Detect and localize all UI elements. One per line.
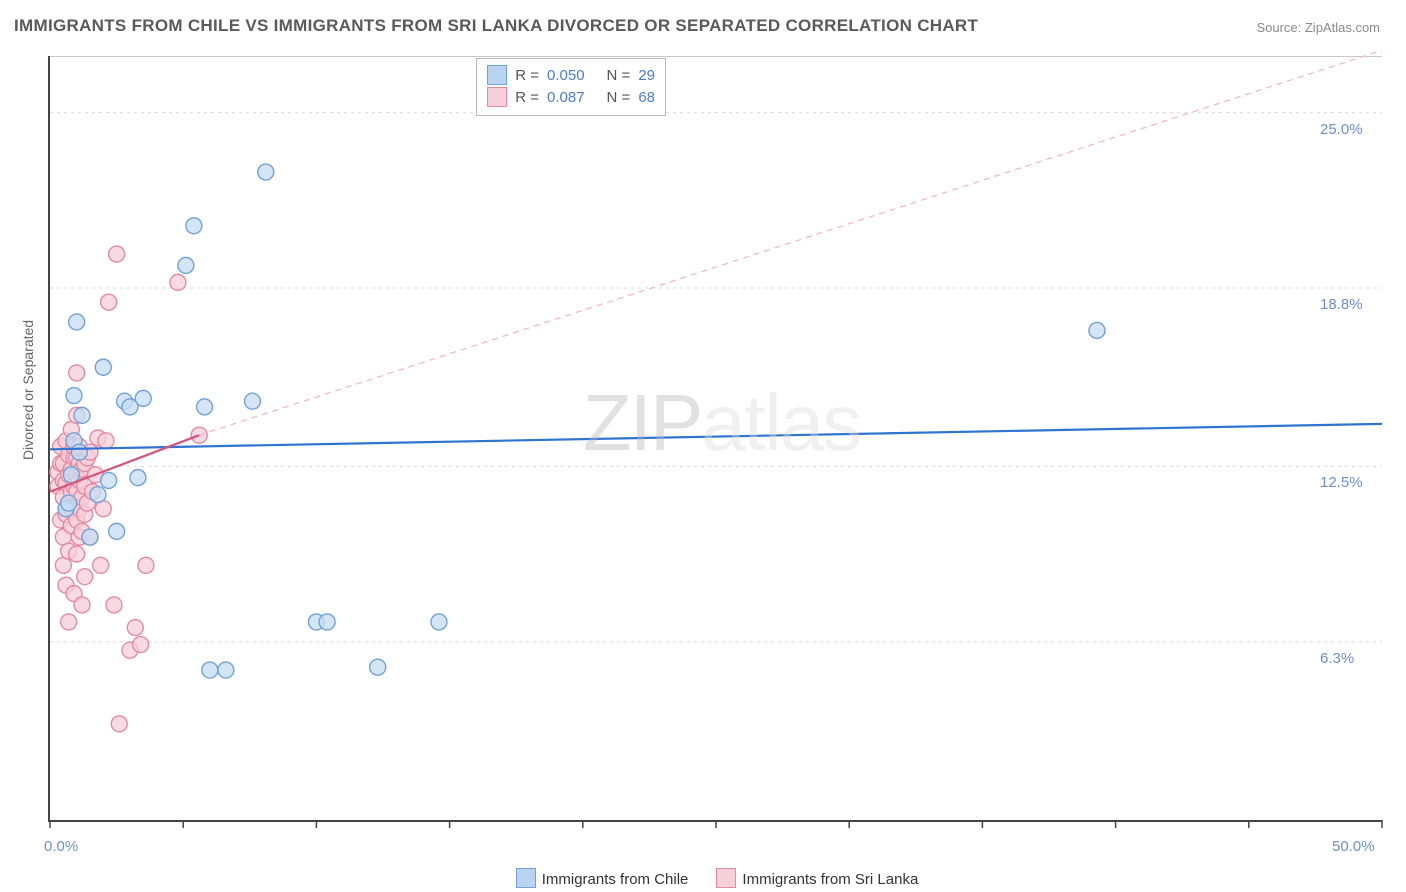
- legend-swatch: [487, 65, 507, 85]
- x-tick-label: 50.0%: [1332, 838, 1375, 855]
- legend-top-row: R = 0.050 N = 29: [487, 65, 655, 85]
- legend-n-label: N =: [607, 67, 631, 84]
- legend-swatch: [716, 868, 736, 888]
- chart-title: IMMIGRANTS FROM CHILE VS IMMIGRANTS FROM…: [14, 16, 978, 36]
- y-tick-label: 12.5%: [1320, 474, 1363, 491]
- x-tick-label: 0.0%: [44, 838, 78, 855]
- legend-series-label: Immigrants from Sri Lanka: [742, 871, 918, 888]
- plot-svg: [50, 56, 1382, 820]
- y-axis-label: Divorced or Separated: [20, 320, 36, 460]
- plot-area: ZIPatlas R = 0.050N = 29R = 0.087N = 68: [48, 56, 1382, 822]
- legend-r-label: R =: [515, 89, 539, 106]
- legend-bottom: Immigrants from Chile Immigrants from Sri…: [0, 868, 1406, 888]
- legend-swatch: [487, 87, 507, 107]
- legend-n-label: N =: [607, 89, 631, 106]
- legend-top-row: R = 0.087 N = 68: [487, 87, 655, 107]
- legend-r-label: R =: [515, 67, 539, 84]
- legend-series-label: Immigrants from Chile: [542, 871, 689, 888]
- source-label: Source: ZipAtlas.com: [1256, 20, 1380, 35]
- y-tick-label: 25.0%: [1320, 121, 1363, 138]
- legend-r-value: 0.087: [547, 89, 585, 106]
- legend-swatch: [516, 868, 536, 888]
- y-tick-label: 18.8%: [1320, 296, 1363, 313]
- legend-n-value: 29: [638, 67, 655, 84]
- y-tick-label: 6.3%: [1320, 650, 1354, 667]
- legend-n-value: 68: [638, 89, 655, 106]
- legend-r-value: 0.050: [547, 67, 585, 84]
- legend-top: R = 0.050 N = 29 R = 0.087 N = 68: [476, 58, 666, 116]
